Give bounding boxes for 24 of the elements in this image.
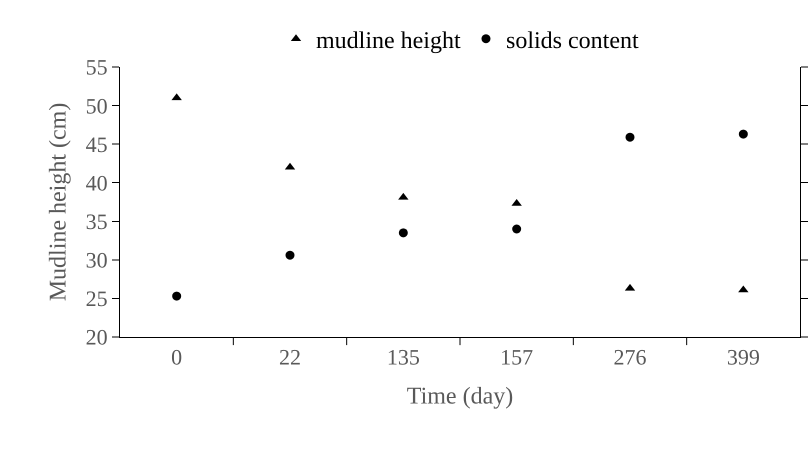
point (626, 132, 634, 142)
y-tick-label: 55 (86, 54, 108, 80)
x-tick-label: 0 (171, 344, 182, 370)
x-tick-label: 22 (279, 344, 301, 370)
y-tick-label: 35 (86, 208, 108, 234)
y-tick-label: 30 (86, 248, 108, 273)
y-axis-title: Mudline height (cm) (46, 102, 72, 302)
legend-label: mudline height (316, 28, 461, 54)
y-tick-label: 45 (86, 132, 108, 157)
point (172, 292, 182, 301)
y-tick-label: 25 (86, 286, 108, 312)
y-tick-label: 40 (86, 170, 108, 196)
x-tick-label: 135 (386, 344, 420, 370)
y-tick-label: 20 (86, 324, 108, 350)
x-tick-label: 276 (614, 344, 646, 370)
x-axis-title: Time (day) (406, 384, 514, 410)
point (398, 228, 408, 238)
x-tick-label: 157 (500, 344, 534, 370)
y-tick-label: 50 (86, 93, 108, 118)
x-tick-label: 399 (726, 344, 760, 370)
point (512, 224, 522, 234)
point (738, 130, 748, 139)
legend-label: solids content (506, 28, 639, 54)
point (286, 250, 294, 260)
